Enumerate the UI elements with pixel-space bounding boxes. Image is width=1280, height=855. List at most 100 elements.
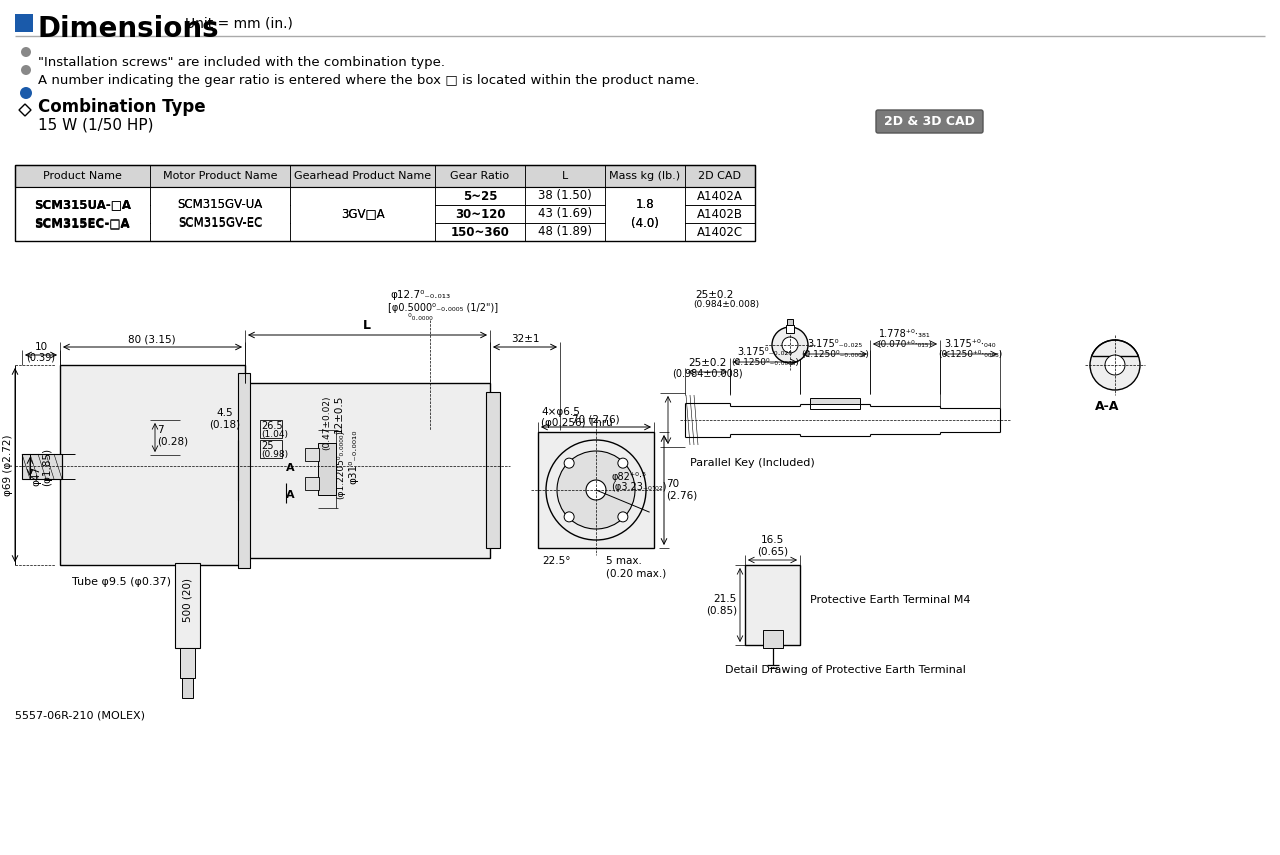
Text: (0.1250⁰₋₀.₀₀₀₈): (0.1250⁰₋₀.₀₀₀₈): [731, 358, 799, 367]
Bar: [60, 365, 244, 565]
Text: 1.8
(4.0): 1.8 (4.0): [631, 198, 659, 230]
Circle shape: [20, 65, 31, 75]
Bar: [260, 420, 282, 438]
Text: 25±0.2: 25±0.2: [695, 290, 733, 300]
Text: (0.47±0.02): (0.47±0.02): [323, 395, 332, 450]
Text: Combination Type: Combination Type: [38, 98, 206, 116]
Circle shape: [20, 47, 31, 57]
Bar: [538, 432, 654, 548]
Bar: [238, 373, 250, 568]
Text: Motor Product Name: Motor Product Name: [163, 171, 278, 181]
Bar: [810, 398, 860, 404]
Text: 15 W (1/50 HP): 15 W (1/50 HP): [38, 117, 154, 132]
Text: 5 max.: 5 max.: [605, 556, 641, 566]
Text: 3GV□A: 3GV□A: [340, 208, 384, 221]
Bar: [15, 165, 755, 241]
Text: 12±0.5: 12±0.5: [334, 395, 344, 433]
Text: (φ0.256) Thru: (φ0.256) Thru: [541, 418, 613, 428]
Bar: [810, 404, 860, 409]
Circle shape: [586, 480, 605, 500]
Text: (φ3.23₋₀⋅₀₂): (φ3.23₋₀⋅₀₂): [611, 482, 667, 492]
Text: Product Name: Product Name: [44, 171, 122, 181]
Circle shape: [564, 512, 575, 522]
Text: 70
(2.76): 70 (2.76): [666, 479, 698, 501]
Text: 70 (2.76): 70 (2.76): [572, 414, 620, 424]
Text: 3.175⁺⁰⋅₀₄₀: 3.175⁺⁰⋅₀₄₀: [945, 339, 996, 349]
Text: SCM315GV-UA
SCM315GV-EC: SCM315GV-UA SCM315GV-EC: [178, 198, 262, 230]
Text: 48 (1.89): 48 (1.89): [538, 226, 591, 239]
Text: 80 (3.15): 80 (3.15): [128, 334, 175, 344]
Text: φ82⁺⁰⋅⁵: φ82⁺⁰⋅⁵: [611, 472, 646, 482]
FancyBboxPatch shape: [876, 110, 983, 133]
Text: Unit = mm (in.): Unit = mm (in.): [186, 17, 293, 31]
Text: 500 (20): 500 (20): [183, 578, 193, 622]
Text: 10: 10: [35, 342, 47, 352]
Text: Detail Drawing of Protective Earth Terminal: Detail Drawing of Protective Earth Termi…: [724, 665, 966, 675]
Text: (1.04): (1.04): [261, 430, 288, 439]
Text: Tube φ9.5 (φ0.37): Tube φ9.5 (φ0.37): [72, 577, 172, 587]
Bar: [182, 678, 193, 698]
Text: φ12.7⁰₋₀.₀₁₃: φ12.7⁰₋₀.₀₁₃: [390, 290, 451, 300]
Text: 25±0.2: 25±0.2: [687, 358, 726, 368]
Bar: [745, 565, 800, 645]
Text: φ47
(φ1.85): φ47 (φ1.85): [31, 448, 52, 486]
Text: [φ0.5000⁰₋₀.₀₀₀₅ (1/2")]: [φ0.5000⁰₋₀.₀₀₀₅ (1/2")]: [388, 303, 498, 313]
Bar: [763, 630, 783, 648]
Circle shape: [782, 337, 797, 353]
Text: 3.175⁰₋₀.₀₂₅: 3.175⁰₋₀.₀₂₅: [737, 347, 792, 357]
Circle shape: [1091, 340, 1140, 390]
Text: (0.070⁺⁰⋅₀₁₅): (0.070⁺⁰⋅₀₁₅): [878, 340, 933, 349]
Text: 22.5°: 22.5°: [541, 556, 571, 566]
Text: 2D CAD: 2D CAD: [699, 171, 741, 181]
Bar: [291, 187, 434, 240]
Text: 32±1: 32±1: [511, 334, 539, 344]
Text: (φ1.2205⁰₀.₀₀₀₀): (φ1.2205⁰₀.₀₀₀₀): [335, 430, 346, 499]
Circle shape: [1105, 355, 1125, 375]
Text: SCM315GV-UA
SCM315GV-EC: SCM315GV-UA SCM315GV-EC: [178, 198, 262, 229]
Text: 2D & 3D CAD: 2D & 3D CAD: [884, 115, 975, 128]
Text: Parallel Key (Included): Parallel Key (Included): [690, 458, 815, 468]
Text: A1402B: A1402B: [698, 208, 742, 221]
Bar: [15, 223, 755, 241]
Text: A-A: A-A: [1094, 400, 1120, 413]
Text: A: A: [285, 463, 294, 473]
Text: 43 (1.69): 43 (1.69): [538, 208, 593, 221]
Text: A number indicating the gear ratio is entered where the box □ is located within : A number indicating the gear ratio is en…: [38, 74, 699, 87]
Text: φ69 (φ2.72): φ69 (φ2.72): [3, 434, 13, 496]
Text: (0.98): (0.98): [261, 450, 288, 459]
Bar: [15, 187, 150, 240]
Text: A1402C: A1402C: [696, 226, 744, 239]
Circle shape: [547, 440, 646, 540]
Text: 4.5
(0.18): 4.5 (0.18): [210, 408, 241, 429]
Text: (0.39): (0.39): [27, 352, 55, 362]
Text: 26.5: 26.5: [261, 421, 283, 431]
Text: Gear Ratio: Gear Ratio: [451, 171, 509, 181]
Bar: [15, 165, 755, 187]
Text: (0.984±0.008): (0.984±0.008): [672, 368, 742, 378]
Text: 4×φ6.5: 4×φ6.5: [541, 407, 580, 417]
Text: SCM315UA-□A
SCM315EC-□A: SCM315UA-□A SCM315EC-□A: [35, 198, 131, 230]
Text: Protective Earth Terminal M4: Protective Earth Terminal M4: [810, 595, 970, 605]
Bar: [786, 325, 794, 333]
Text: 5557-06R-210 (MOLEX): 5557-06R-210 (MOLEX): [15, 710, 145, 720]
Text: (0.1250⁰₋₀.₀₀₀₈): (0.1250⁰₋₀.₀₀₀₈): [801, 350, 869, 359]
Circle shape: [618, 512, 628, 522]
Text: 30~120: 30~120: [454, 208, 506, 221]
Text: 5~25: 5~25: [463, 190, 497, 203]
Bar: [15, 14, 33, 32]
Text: A1402A: A1402A: [698, 190, 742, 203]
Bar: [22, 454, 61, 479]
Circle shape: [564, 458, 575, 469]
Circle shape: [618, 458, 628, 469]
Text: Mass kg (lb.): Mass kg (lb.): [609, 171, 681, 181]
Bar: [15, 187, 755, 205]
Bar: [244, 383, 490, 558]
Text: ⁰₀.₀₀₀₀: ⁰₀.₀₀₀₀: [388, 313, 433, 322]
Text: 25: 25: [261, 441, 274, 451]
Circle shape: [557, 451, 635, 529]
Text: φ31⁰₋₀.₀₀₁₀: φ31⁰₋₀.₀₀₁₀: [348, 430, 358, 485]
Text: 150~360: 150~360: [451, 226, 509, 239]
Text: 3.175⁰₋₀.₀₂₅: 3.175⁰₋₀.₀₂₅: [808, 339, 863, 349]
Bar: [605, 187, 685, 240]
Text: 3GV□A: 3GV□A: [340, 208, 384, 221]
